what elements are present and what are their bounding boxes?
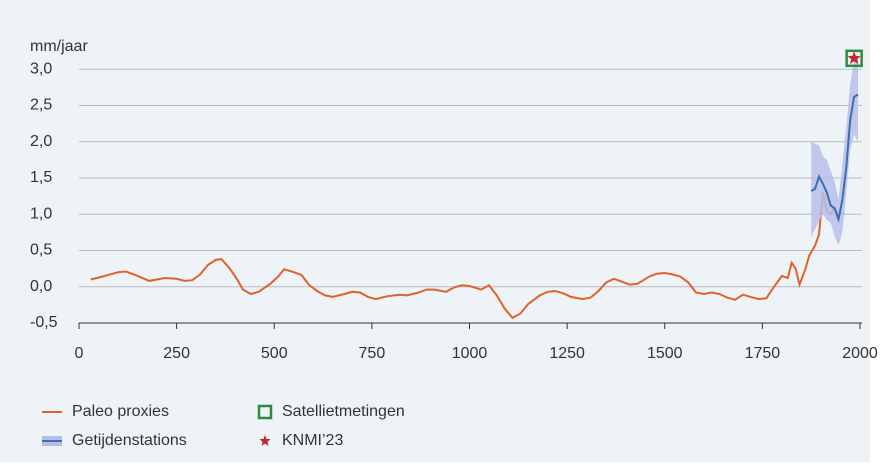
series-line	[90, 192, 845, 320]
legend-swatch	[259, 435, 271, 446]
y-tick-label: 2,0	[30, 133, 52, 150]
y-axis-label: mm/jaar	[30, 38, 88, 55]
legend-label: Satellietmetingen	[282, 403, 405, 420]
y-tick-label: 1,0	[30, 205, 52, 222]
legend-swatch	[257, 404, 273, 420]
x-tick-label: 500	[261, 345, 288, 362]
legend-label: KNMI’23	[282, 432, 343, 449]
legend-label: Getijdenstations	[72, 432, 187, 449]
x-tick-label: 1500	[647, 345, 683, 362]
legend-label: Paleo proxies	[72, 403, 169, 420]
y-tick-label: 0,5	[30, 242, 52, 259]
x-tick-label: 1750	[745, 345, 781, 362]
series-line	[810, 93, 859, 224]
x-tick-label: 1000	[452, 345, 488, 362]
x-tick-label: 750	[359, 345, 386, 362]
chart-background	[0, 0, 870, 462]
uncertainty-band	[811, 54, 858, 246]
x-tick-label: 250	[163, 345, 190, 362]
square-marker	[845, 49, 863, 68]
x-tick-label: 2000	[842, 345, 878, 362]
x-tick-label: 1250	[549, 345, 585, 362]
y-tick-label: 1,5	[30, 169, 52, 186]
star-marker	[847, 51, 861, 64]
x-tick-label: 0	[75, 345, 84, 362]
y-tick-label: 2,5	[30, 97, 52, 114]
y-tick-label: -0,5	[30, 314, 58, 331]
y-tick-label: 3,0	[30, 60, 52, 77]
y-tick-label: 0,0	[30, 278, 52, 295]
